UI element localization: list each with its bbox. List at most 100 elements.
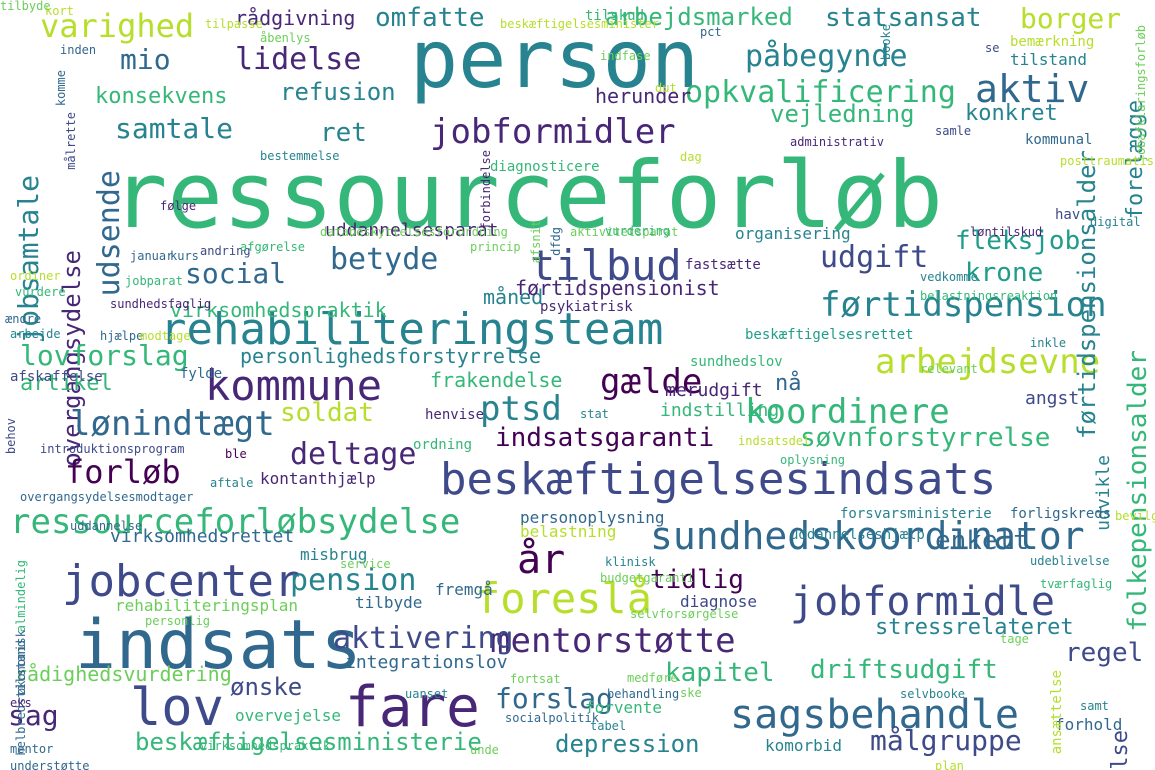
cloud-word: overvejelse bbox=[235, 706, 341, 725]
cloud-word: tilpasse bbox=[205, 17, 263, 31]
cloud-word: depression bbox=[555, 730, 700, 758]
cloud-word: oplysning bbox=[780, 453, 846, 467]
cloud-word: dag bbox=[680, 150, 702, 164]
cloud-word: person bbox=[410, 13, 699, 106]
cloud-word: refusion bbox=[280, 78, 396, 106]
cloud-word: posttraumatisk bbox=[1060, 154, 1155, 168]
cloud-word: service bbox=[340, 557, 391, 571]
cloud-word: år bbox=[517, 537, 566, 583]
cloud-word: tilstand bbox=[1010, 50, 1088, 69]
cloud-word: komorbid bbox=[765, 736, 843, 755]
cloud-word: psykiatrisk bbox=[540, 299, 633, 315]
cloud-word: digital bbox=[1090, 215, 1141, 229]
cloud-word: lønindtægt bbox=[70, 404, 275, 444]
cloud-word: kort bbox=[45, 4, 74, 18]
cloud-word: påbegynde bbox=[745, 39, 908, 74]
cloud-word: selvbooke bbox=[900, 687, 966, 701]
cloud-word: afskaffelse bbox=[10, 369, 103, 385]
cloud-word: beskæftigelsesindsats bbox=[440, 454, 997, 505]
cloud-word: lov bbox=[130, 678, 224, 738]
cloud-word: behov bbox=[4, 418, 18, 455]
cloud-word: budgetgaranti bbox=[600, 571, 694, 585]
cloud-word: gælde bbox=[600, 362, 703, 402]
cloud-word: aktivering bbox=[333, 621, 514, 656]
cloud-word: rådgivning bbox=[235, 6, 356, 30]
cloud-word: jobformidle bbox=[790, 579, 1055, 625]
cloud-word: tilskud bbox=[585, 8, 645, 24]
cloud-word: vurdere bbox=[15, 285, 66, 299]
cloud-word: princip bbox=[470, 240, 521, 254]
cloud-word: unde bbox=[470, 743, 499, 757]
cloud-word: personlig bbox=[145, 614, 211, 628]
cloud-word: folkepensionsalder bbox=[1123, 350, 1153, 632]
cloud-word: forsvarsministerie bbox=[840, 506, 992, 522]
cloud-word: belastning bbox=[520, 522, 617, 541]
cloud-word: ordiner bbox=[10, 269, 61, 283]
cloud-word: ske bbox=[680, 686, 702, 700]
cloud-word: fortsat bbox=[510, 672, 561, 686]
cloud-word: førtidspensionist bbox=[515, 276, 720, 300]
cloud-word: borger bbox=[1020, 2, 1122, 35]
cloud-word: rådighedsvurdering bbox=[15, 662, 232, 686]
cloud-word: se bbox=[985, 41, 1000, 55]
cloud-word: overgangsydelsesmodtager bbox=[20, 490, 194, 504]
cloud-word: målgruppe bbox=[870, 724, 1022, 757]
cloud-word: bevilge bbox=[1115, 509, 1155, 523]
cloud-word: social bbox=[185, 257, 287, 290]
cloud-word: socialpolitik bbox=[505, 711, 599, 725]
cloud-word: mio bbox=[120, 43, 171, 76]
cloud-word: klinisk bbox=[605, 555, 656, 569]
cloud-word: fremgå bbox=[435, 580, 493, 599]
cloud-word: henvise bbox=[425, 407, 485, 423]
cloud-word: ble bbox=[225, 447, 247, 461]
cloud-word: arbejde bbox=[10, 327, 61, 341]
cloud-word: beskæftigelsesrettet bbox=[745, 327, 914, 343]
cloud-word: førtidspension bbox=[820, 285, 1107, 325]
cloud-word: eks bbox=[10, 696, 32, 710]
cloud-word: artikel bbox=[20, 371, 113, 396]
cloud-word: nå bbox=[775, 371, 802, 396]
cloud-word: sundhedskoordinator bbox=[650, 514, 1085, 558]
cloud-word: koordinere bbox=[745, 392, 950, 432]
cloud-word: behandling bbox=[607, 687, 680, 701]
cloud-word: samle bbox=[935, 124, 972, 138]
cloud-word: vedkomme bbox=[920, 270, 978, 284]
cloud-word: indsats bbox=[75, 606, 362, 685]
cloud-word: jobafklaringsforløb bbox=[1134, 25, 1148, 163]
cloud-word: afsnit bbox=[529, 220, 543, 264]
cloud-word: ordning bbox=[413, 437, 473, 453]
cloud-word: regel bbox=[1065, 638, 1144, 668]
cloud-word: andring bbox=[200, 244, 251, 258]
cloud-word: herunder bbox=[595, 84, 692, 108]
cloud-word: organisering bbox=[735, 224, 851, 243]
cloud-word: diagnose bbox=[680, 592, 758, 611]
cloud-word: kurs bbox=[170, 249, 199, 263]
cloud-word: dut bbox=[655, 81, 677, 95]
cloud-word: medføre bbox=[627, 671, 678, 685]
cloud-word: ret bbox=[320, 118, 367, 148]
cloud-word: soldat bbox=[280, 398, 374, 428]
cloud-word: personlighedsforstyrrelse bbox=[240, 344, 542, 368]
cloud-word: almindelig bbox=[14, 560, 28, 633]
cloud-word: ansættelse bbox=[1049, 670, 1065, 755]
cloud-word: tilbyde bbox=[355, 593, 423, 612]
cloud-word: uddannelsesparat bbox=[325, 220, 499, 241]
cloud-word: uanset bbox=[405, 687, 449, 701]
cloud-word: mentor bbox=[10, 742, 54, 756]
cloud-word: rehabiliteringsteam bbox=[160, 304, 664, 355]
cloud-word: kommune bbox=[205, 361, 383, 410]
cloud-word: virksomhedsrettet bbox=[110, 526, 295, 547]
cloud-word: stat bbox=[580, 407, 609, 421]
cloud-word: booke bbox=[879, 24, 893, 61]
cloud-word: afgørelse bbox=[240, 240, 306, 254]
cloud-word: indstilling bbox=[660, 400, 780, 421]
cloud-word: tværfaglig bbox=[1040, 577, 1113, 591]
cloud-word: ønske bbox=[230, 673, 303, 701]
cloud-word: vurdering bbox=[605, 224, 671, 238]
cloud-word: måned bbox=[483, 285, 544, 309]
cloud-word: omfatte bbox=[375, 3, 485, 33]
cloud-word: hav bbox=[1055, 207, 1081, 223]
cloud-word: komme bbox=[54, 70, 68, 107]
cloud-word: samt bbox=[1080, 699, 1109, 713]
